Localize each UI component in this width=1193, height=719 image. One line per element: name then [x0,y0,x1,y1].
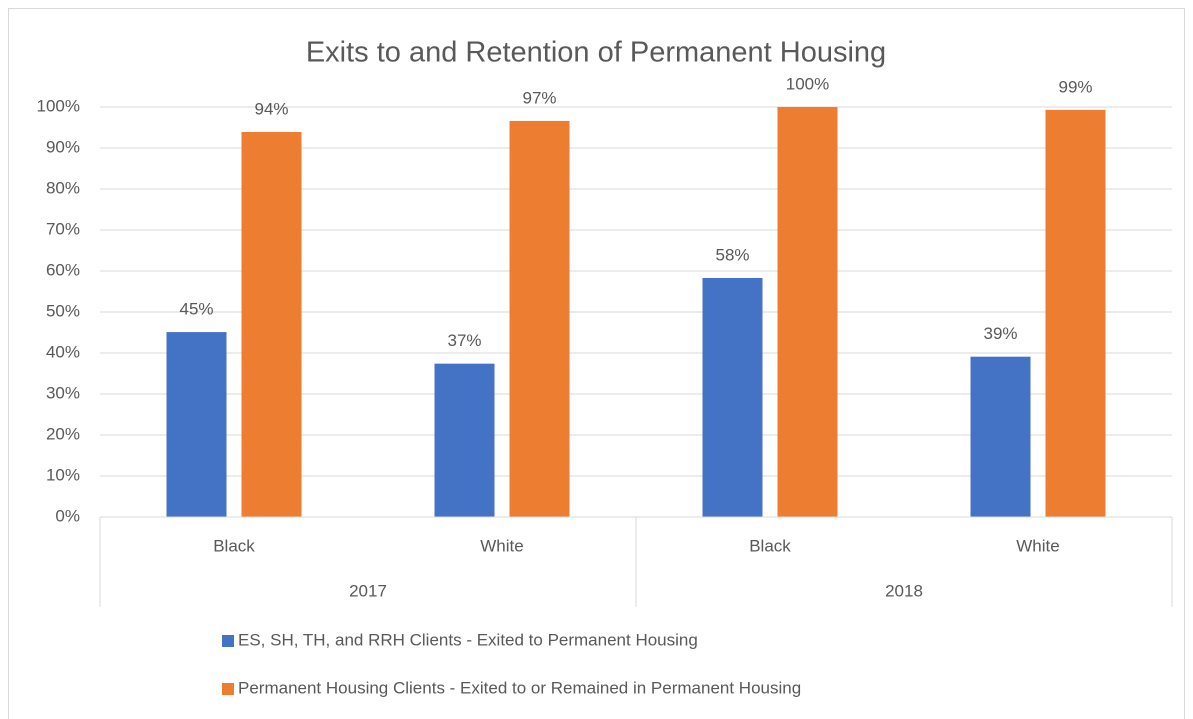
legend-swatch [222,635,234,647]
group-label: 2017 [349,581,387,600]
data-label: 37% [447,331,481,350]
y-tick-label: 40% [46,342,80,361]
chart-title: Exits to and Retention of Permanent Hous… [306,37,886,69]
bar [702,277,763,517]
data-label: 58% [715,245,749,264]
x-tick-label: Black [749,536,791,555]
y-tick-label: 10% [46,465,80,484]
data-label: 45% [179,300,213,319]
legend-label: ES, SH, TH, and RRH Clients - Exited to … [238,630,698,649]
data-label: 97% [522,88,556,107]
bar [1045,109,1106,518]
y-tick-label: 90% [46,137,80,156]
y-tick-label: 50% [46,301,80,320]
y-tick-label: 80% [46,178,80,197]
x-tick-label: White [480,536,523,555]
x-tick-label: White [1016,536,1059,555]
legend-swatch [222,683,234,695]
bar [166,332,227,517]
y-tick-label: 70% [46,219,80,238]
bar [509,120,570,517]
y-tick-label: 100% [37,96,80,115]
bar [777,107,838,517]
bar [241,132,302,517]
y-tick-label: 0% [55,506,80,525]
data-label: 99% [1058,77,1092,96]
y-tick-label: 60% [46,260,80,279]
data-label: 94% [254,99,288,118]
y-tick-label: 30% [46,383,80,402]
legend-label: Permanent Housing Clients - Exited to or… [238,678,801,697]
x-tick-label: Black [213,536,255,555]
group-label: 2018 [885,581,923,600]
y-tick-label: 20% [46,424,80,443]
bar [970,356,1031,517]
data-label: 100% [786,74,829,93]
data-label: 39% [983,324,1017,343]
bar [434,363,495,517]
